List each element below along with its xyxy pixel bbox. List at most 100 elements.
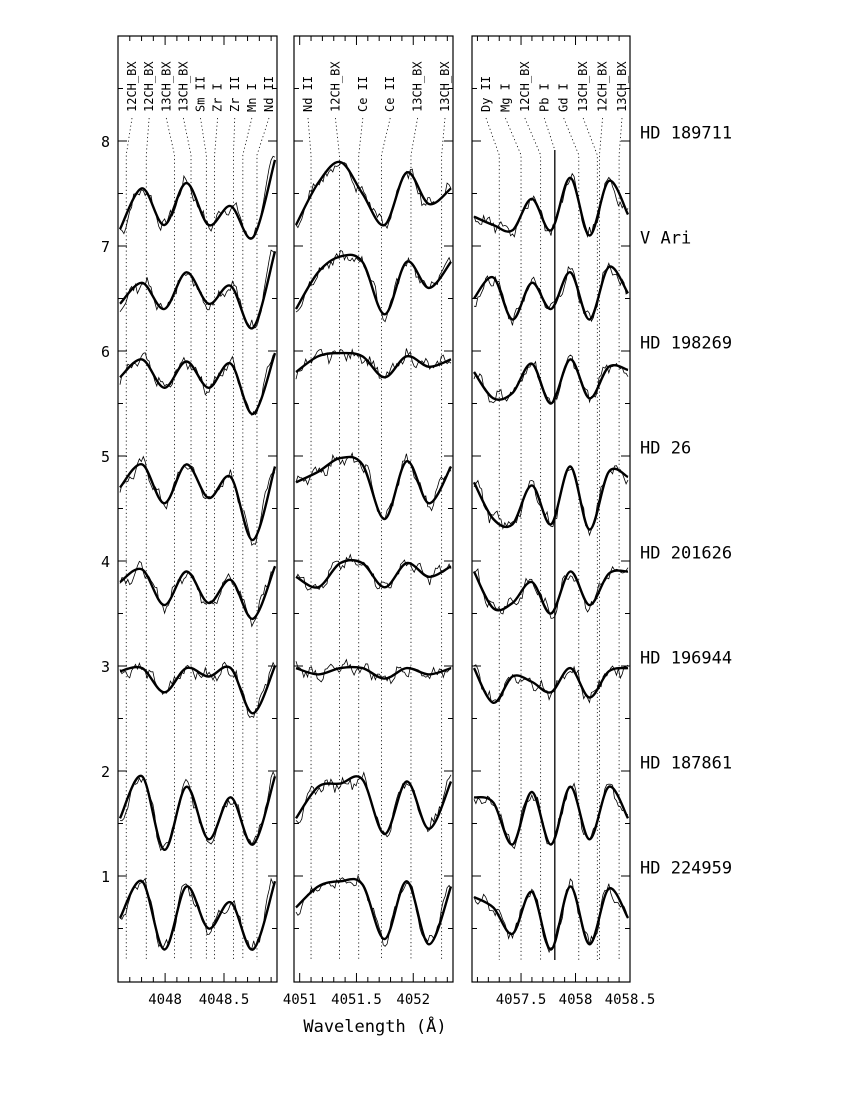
line-id-label: Zr I <box>211 83 225 112</box>
y-tick-label: 7 <box>101 238 110 256</box>
line-id-guide <box>307 117 312 960</box>
line-id-label: Mn I <box>245 83 259 112</box>
line-id-label: 13CH_BX <box>411 61 425 112</box>
star-label: HD 198269 <box>640 334 732 354</box>
x-axis-label: Wavelength (Å) <box>303 1015 446 1037</box>
synthetic-spectrum <box>118 775 277 852</box>
observed-spectrum <box>295 658 452 685</box>
synthetic-spectrum <box>472 465 629 531</box>
line-id-guide <box>358 117 364 960</box>
star-label: HD 189711 <box>640 124 732 144</box>
line-id-label: Mg I <box>498 83 512 112</box>
y-tick-label: 6 <box>101 343 110 361</box>
synthetic-spectrum <box>473 265 630 321</box>
line-id-label: 13CH_BX <box>438 61 452 112</box>
observed-spectrum <box>473 465 629 537</box>
observed-spectrum <box>295 451 452 520</box>
y-tick-label: 2 <box>101 763 110 781</box>
observed-spectrum <box>473 878 629 954</box>
observed-spectrum <box>473 664 629 704</box>
observed-spectrum <box>473 262 629 326</box>
line-id-label: 12CH_BX <box>596 61 610 112</box>
line-id-label: Ce II <box>383 76 397 112</box>
observed-spectrum <box>295 249 452 323</box>
line-id-label: Nd II <box>301 76 315 112</box>
star-label: HD 201626 <box>640 544 732 564</box>
line-id-label: Sm II <box>194 76 208 112</box>
y-tick-label: 3 <box>101 658 110 676</box>
line-id-guide <box>182 117 192 960</box>
line-id-label: 13CH_BX <box>176 61 190 112</box>
line-id-label: 13CH_BX <box>615 61 629 112</box>
line-id-label: 12CH_BX <box>142 61 156 112</box>
x-tick-label: 4058.5 <box>605 992 656 1008</box>
line-id-guide <box>165 117 175 960</box>
line-id-guide <box>214 117 219 960</box>
line-id-label: Pb I <box>537 83 551 112</box>
line-id-guide <box>145 117 150 960</box>
observed-spectrum <box>473 565 629 619</box>
y-tick-label: 5 <box>101 448 110 466</box>
synthetic-spectrum <box>119 250 277 330</box>
line-id-guide <box>524 117 542 960</box>
panel-frame <box>293 35 454 983</box>
observed-spectrum <box>295 162 452 230</box>
star-labels: HD 189711 V Ari HD 198269 HD 26 HD 201626 HD … <box>640 124 732 879</box>
observed-spectrum <box>295 348 452 380</box>
line-id-guide <box>599 117 603 960</box>
observed-spectrum <box>119 352 276 417</box>
observed-spectrum <box>473 354 629 405</box>
line-id-guide <box>335 117 340 960</box>
observed-spectrum <box>119 877 276 950</box>
synthetic-spectrum <box>119 352 277 416</box>
line-id-guide <box>256 117 270 960</box>
line-id-guide <box>200 117 207 960</box>
x-tick-label: 4052 <box>396 992 430 1008</box>
observed-spectrum <box>119 249 276 329</box>
synthetic-spectrum <box>119 565 277 620</box>
synthetic-spectrum <box>118 159 277 240</box>
line-id-guide <box>410 117 418 960</box>
line-id-label: Zr II <box>228 76 242 112</box>
synthetic-spectrum <box>295 558 452 589</box>
line-id-label: Ce II <box>356 76 370 112</box>
line-id-label: Nd II <box>262 76 276 112</box>
synthetic-spectrum <box>473 358 629 405</box>
observed-spectrum <box>295 771 452 838</box>
synthetic-spectrum <box>473 885 630 951</box>
line-id-label: 13CH_BX <box>576 61 590 112</box>
star-label: HD 196944 <box>640 649 732 669</box>
x-tick-label: 4057.5 <box>496 992 547 1008</box>
line-id-guide <box>618 117 623 960</box>
y-tick-label: 1 <box>101 868 110 886</box>
synthetic-spectrum <box>472 569 629 615</box>
panel-frame <box>117 35 278 983</box>
star-label: V Ari <box>640 229 691 249</box>
line-id-label: 13CH_BX <box>159 61 173 112</box>
synthetic-spectrum <box>295 775 453 836</box>
line-id-guide <box>441 117 446 960</box>
observed-spectrum <box>119 455 276 546</box>
observed-spectrum <box>119 155 276 239</box>
star-label: HD 187861 <box>640 754 732 774</box>
synthetic-spectrum <box>295 351 452 379</box>
x-tick-label: 4051.5 <box>331 992 382 1008</box>
synthetic-spectrum <box>472 666 629 704</box>
synthetic-spectrum <box>294 253 452 316</box>
x-tick-label: 4048.5 <box>199 992 250 1008</box>
synthetic-spectrum <box>294 160 452 227</box>
line-id-label: 12CH_BX <box>125 61 139 112</box>
line-id-guide <box>485 117 500 960</box>
line-id-label: 12CH_BX <box>328 61 342 112</box>
observed-spectrum <box>473 172 629 239</box>
y-tick-label: 8 <box>101 133 110 151</box>
synthetic-spectrum <box>473 785 630 846</box>
observed-spectrum <box>295 553 452 591</box>
synthetic-spectrum <box>118 879 277 951</box>
star-label: HD 26 <box>640 439 691 459</box>
line-id-label: Gd I <box>557 83 571 112</box>
synthetic-spectrum <box>119 463 277 542</box>
